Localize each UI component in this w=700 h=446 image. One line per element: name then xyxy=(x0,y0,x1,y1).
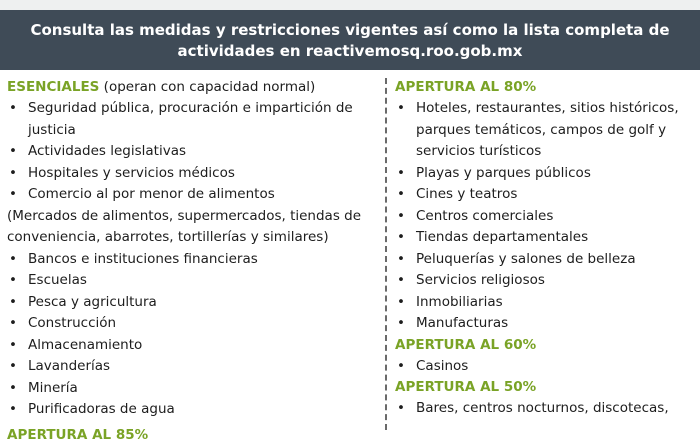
list-item: Centros comerciales xyxy=(395,206,695,228)
list-item: Inmobiliarias xyxy=(395,292,695,314)
right-column: APERTURA AL 80% Hoteles, restaurantes, s… xyxy=(395,77,695,420)
list-item: Comercio al por menor de alimentos xyxy=(7,184,377,206)
list-item: Manufacturas xyxy=(395,313,695,335)
esenciales-heading: ESENCIALES (operan con capacidad normal) xyxy=(7,77,377,98)
esenciales-list-b: Bancos e instituciones financieras Escue… xyxy=(7,249,377,421)
esenciales-note: (operan con capacidad normal) xyxy=(99,79,316,95)
list-item: Purificadoras de agua xyxy=(7,399,377,421)
apertura-50-heading: APERTURA AL 50% xyxy=(395,379,537,395)
list-item: Casinos xyxy=(395,356,695,378)
esenciales-list-a: Seguridad pública, procuración e imparti… xyxy=(7,98,377,206)
left-column: ESENCIALES (operan con capacidad normal)… xyxy=(7,77,377,446)
list-item: Hoteles, restaurantes, sitios históricos… xyxy=(395,98,695,163)
esenciales-title: ESENCIALES xyxy=(7,79,100,95)
list-item: Hospitales y servicios médicos xyxy=(7,163,377,185)
apertura-85-heading: APERTURA AL 85% xyxy=(7,426,149,443)
list-item: Peluquerías y salones de belleza xyxy=(395,249,695,271)
list-item: Servicios religiosos xyxy=(395,270,695,292)
apertura-80-heading: APERTURA AL 80% xyxy=(395,79,537,95)
column-divider xyxy=(385,78,387,430)
top-strip xyxy=(0,0,700,10)
list-item: Escuelas xyxy=(7,270,377,292)
list-item: Bares, centros nocturnos, discotecas, xyxy=(395,398,695,420)
info-banner: Consulta las medidas y restricciones vig… xyxy=(0,10,700,70)
list-item: Playas y parques públicos xyxy=(395,163,695,185)
apertura-80-list: Hoteles, restaurantes, sitios históricos… xyxy=(395,98,695,335)
list-item: Minería xyxy=(7,378,377,400)
list-item: Bancos e instituciones financieras xyxy=(7,249,377,271)
list-item: Tiendas departamentales xyxy=(395,227,695,249)
list-item: Lavanderías xyxy=(7,356,377,378)
list-item: Cines y teatros xyxy=(395,184,695,206)
list-item: Seguridad pública, procuración e imparti… xyxy=(7,98,377,141)
apertura-60-heading: APERTURA AL 60% xyxy=(395,336,537,353)
alimentos-note: (Mercados de alimentos, supermercados, t… xyxy=(7,207,362,246)
list-item: Actividades legislativas xyxy=(7,141,377,163)
banner-line-1: Consulta las medidas y restricciones vig… xyxy=(30,21,670,39)
list-item: Almacenamiento xyxy=(7,335,377,357)
list-item: Construcción xyxy=(7,313,377,335)
list-item: Pesca y agricultura xyxy=(7,292,377,314)
banner-line-2: actividades en reactivemosq.roo.gob.mx xyxy=(177,42,523,60)
apertura-60-list: Casinos xyxy=(395,356,695,378)
apertura-50-list: Bares, centros nocturnos, discotecas, xyxy=(395,398,695,420)
